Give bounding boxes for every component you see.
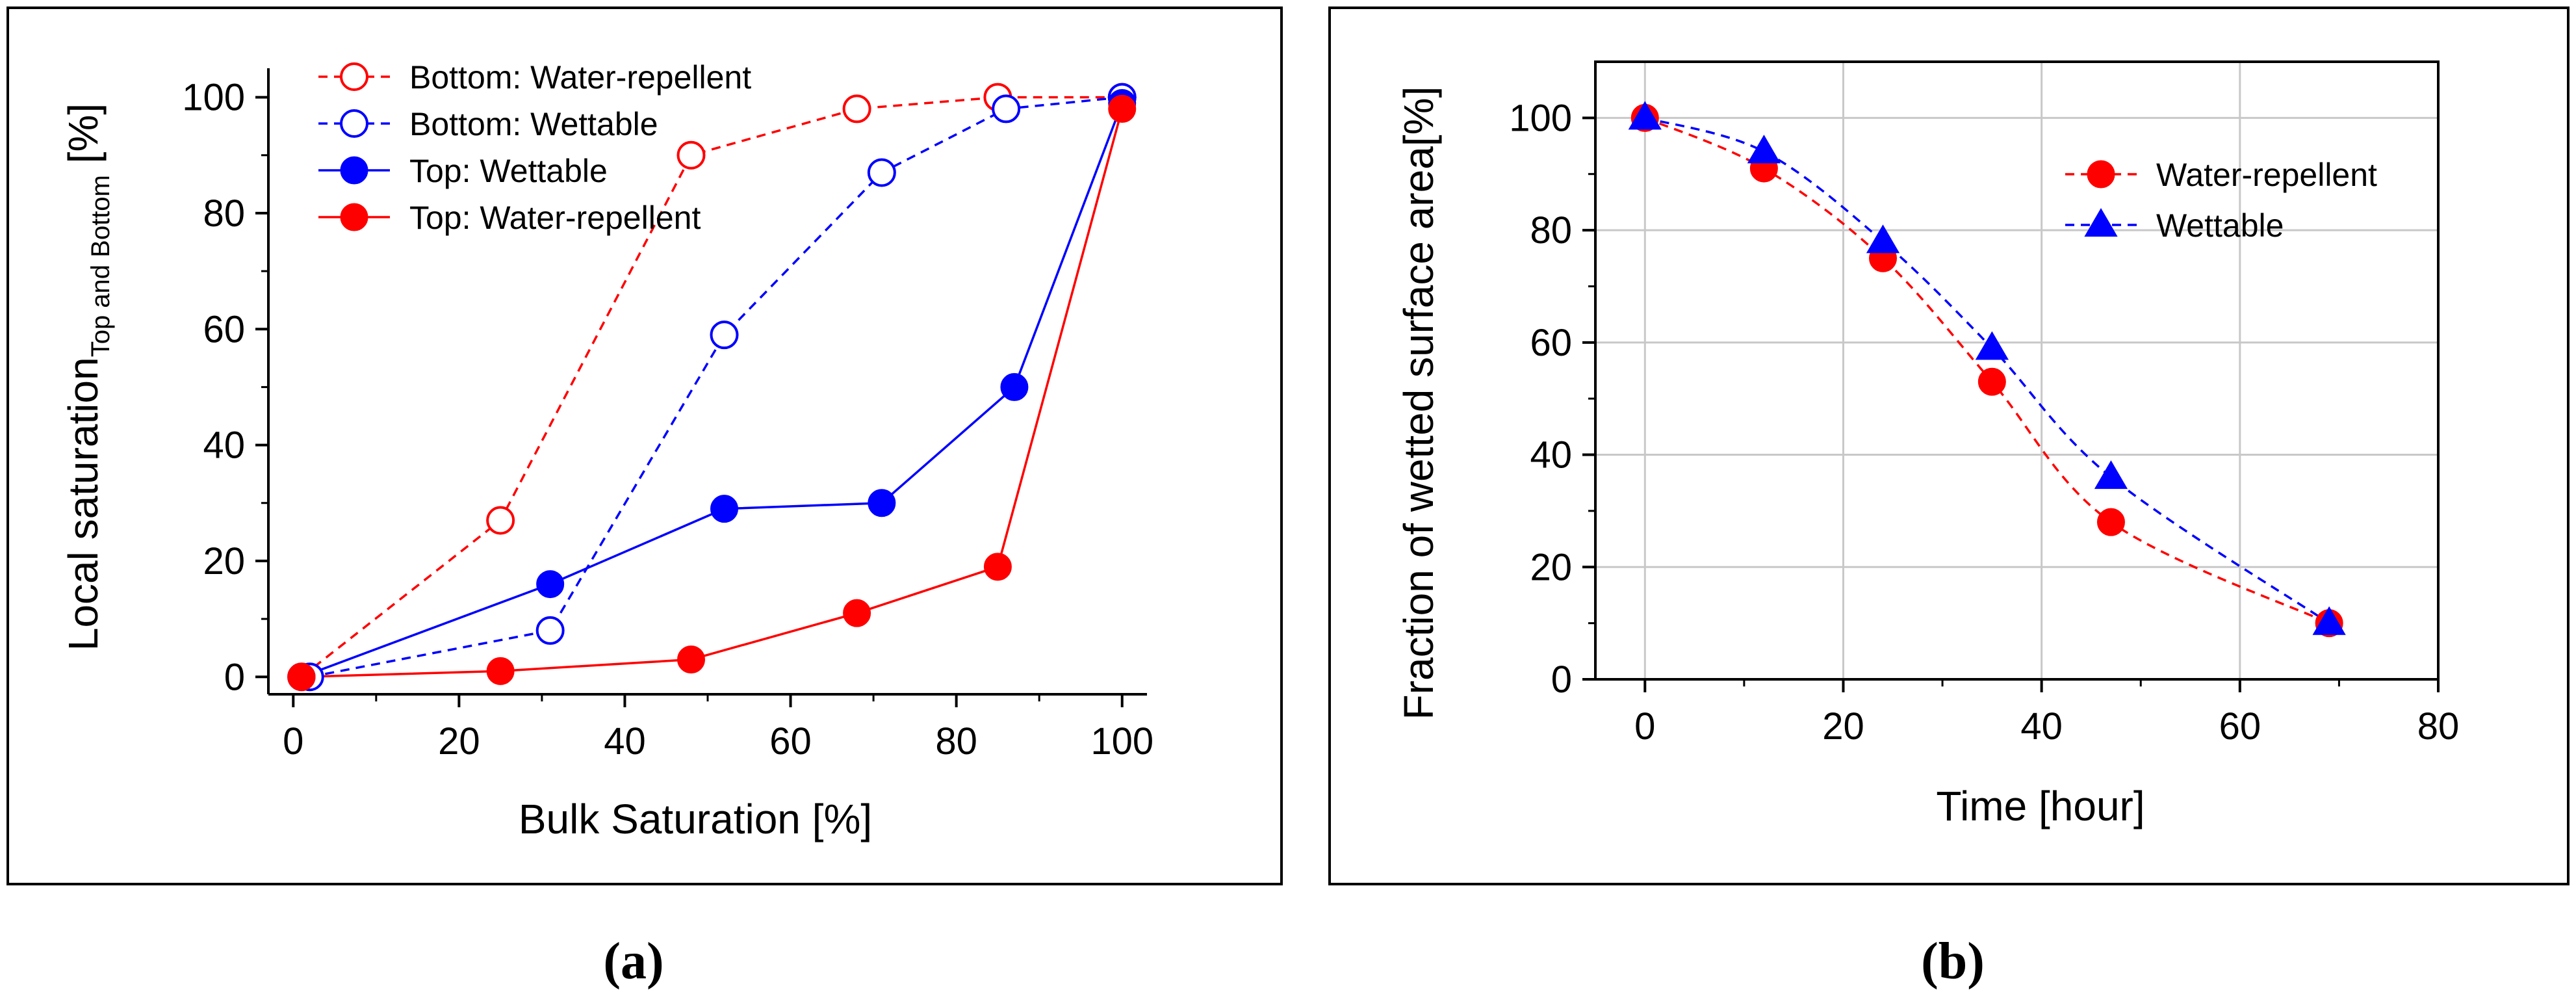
a-legend-marker-1: [340, 109, 368, 138]
b-ytick-label: 40: [1530, 434, 1572, 476]
a-point-s2-1: [536, 570, 565, 599]
panel-b-plot: 0 20 40 60 80 0 20 40 60 80 100: [1509, 60, 2460, 748]
a-legend-label-3: Top: Water-repellent: [409, 200, 701, 236]
b-ytick-label: 20: [1530, 546, 1572, 588]
panel-b-legend: Water-repellent Wettable: [2065, 157, 2377, 244]
b-legend-label-1: Wettable: [2156, 207, 2284, 244]
b-point-s1-1: [1747, 135, 1781, 164]
a-point-s1-2: [710, 320, 739, 350]
b-point-s1-3: [1975, 331, 2009, 360]
b-ytick-label: 0: [1551, 659, 1572, 701]
a-point-s2-2: [710, 495, 739, 523]
b-legend-marker-1: [2084, 208, 2118, 237]
a-xtick-label: 20: [438, 720, 480, 763]
a-point-s3-4: [983, 553, 1012, 581]
a-legend-marker-2: [340, 156, 368, 185]
panel-a-frame: [6, 7, 1283, 885]
b-point-s1-0: [1628, 101, 1662, 130]
a-point-s1-1: [535, 616, 565, 645]
a-xtick-label: 60: [769, 720, 812, 763]
a-xtick-label: 100: [1090, 720, 1153, 763]
a-point-s1-4: [992, 94, 1021, 124]
a-point-s3-3: [843, 599, 871, 627]
b-point-s0-4: [2096, 508, 2125, 536]
b-point-s0-3: [1977, 367, 2006, 396]
a-legend-label-0: Bottom: Water-repellent: [409, 59, 751, 96]
b-legend-label-0: Water-repellent: [2156, 157, 2377, 193]
panel-a-xlabel: Bulk Saturation [%]: [519, 796, 872, 842]
a-ytick-label: 20: [203, 540, 245, 582]
panel-a-legend: Bottom: Water-repellent Bottom: Wettable T…: [318, 59, 751, 236]
panel-a-plot: 0 20 40 60 80 100 0 20 40 60 80 100: [182, 68, 1153, 763]
b-xtick-label: 40: [2020, 705, 2063, 748]
a-point-s2-4: [1000, 372, 1029, 401]
b-xtick-label: 20: [1822, 705, 1864, 748]
a-point-s3-0: [287, 662, 316, 691]
panel-a-ylabel-sub: Top and Bottom: [86, 175, 115, 357]
a-ytick-label: 80: [203, 192, 245, 235]
b-xtick-label: 0: [1634, 705, 1655, 748]
panel-b-grid: [1595, 62, 2440, 681]
a-series-line-2: [301, 102, 1124, 678]
a-point-s3-2: [676, 646, 705, 673]
panel-b: 0 20 40 60 80 0 20 40 60 80 100 Water-repellent Wet…: [1328, 7, 2570, 990]
b-point-s1-5: [2312, 606, 2346, 635]
a-ytick-label: 0: [224, 656, 245, 698]
a-ytick-label: 60: [203, 308, 245, 350]
b-xtick-label: 60: [2219, 705, 2261, 748]
a-point-s3-1: [486, 657, 515, 685]
a-series-line-1: [309, 96, 1122, 678]
a-legend-marker-3: [340, 203, 368, 231]
panel-a: 0 20 40 60 80 100 0 20 40 60 80 100 Bottom: Water-r…: [6, 7, 1283, 990]
a-xtick-label: 40: [604, 720, 646, 763]
a-legend-label-2: Top: Wettable: [409, 153, 608, 189]
a-legend-marker-0: [340, 62, 368, 91]
b-point-s1-2: [1866, 224, 1900, 254]
a-point-s0-2: [676, 140, 706, 170]
a-xtick-label: 80: [935, 720, 977, 763]
a-point-s0-3: [842, 94, 871, 124]
panel-a-ylabel: Local saturationTop and Bottom [%]: [60, 103, 115, 651]
a-series-line-3: [301, 108, 1124, 678]
b-point-s1-4: [2094, 460, 2128, 489]
panel-a-label: (a): [603, 933, 663, 990]
a-point-s0-1: [486, 506, 515, 535]
b-axes-box: [1594, 60, 2440, 681]
a-xtick-label: 0: [283, 720, 303, 763]
panel-b-ylabel: Fraction of wetted surface area[%]: [1395, 86, 1442, 720]
b-legend-marker-0: [2087, 160, 2115, 189]
a-point-s3-5: [1108, 94, 1137, 123]
b-xtick-label: 80: [2417, 705, 2460, 748]
a-legend-label-1: Bottom: Wettable: [409, 106, 658, 142]
a-point-s2-3: [868, 489, 896, 517]
panel-b-xlabel: Time [hour]: [1936, 783, 2145, 829]
b-ytick-label: 100: [1509, 97, 1572, 139]
b-ytick-label: 80: [1530, 209, 1572, 252]
panel-b-label: (b): [1921, 933, 1985, 990]
a-series-line-0: [300, 96, 1122, 678]
panel-a-ylabel-main: Local saturation: [60, 357, 107, 651]
a-ytick-label: 40: [203, 424, 245, 467]
b-ytick-label: 60: [1530, 322, 1572, 364]
panel-a-ylabel-unit: [%]: [60, 103, 107, 175]
a-point-s1-3: [867, 158, 896, 187]
panel-b-frame: [1328, 7, 2570, 885]
a-ytick-label: 100: [182, 77, 245, 119]
